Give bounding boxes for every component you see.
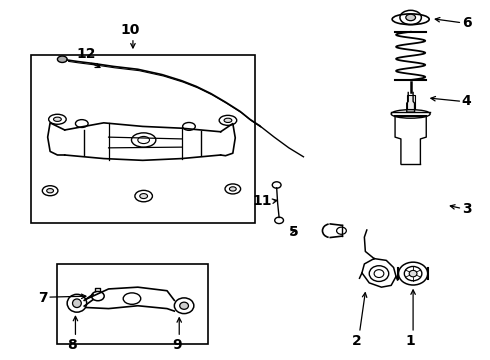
Text: 5: 5	[289, 225, 298, 239]
Text: 6: 6	[462, 16, 471, 30]
Ellipse shape	[47, 189, 53, 193]
Text: 4: 4	[462, 94, 471, 108]
Text: 3: 3	[462, 202, 471, 216]
Bar	[57, 264, 208, 344]
Ellipse shape	[73, 299, 81, 307]
Text: 1: 1	[406, 334, 416, 348]
Text: 10: 10	[121, 23, 140, 37]
Ellipse shape	[180, 302, 189, 309]
Bar	[30, 55, 255, 223]
Text: 8: 8	[67, 338, 77, 352]
Text: 12: 12	[77, 48, 97, 62]
Ellipse shape	[57, 56, 67, 63]
Text: 7: 7	[38, 291, 48, 305]
Bar	[407, 95, 415, 109]
Text: 9: 9	[172, 338, 182, 352]
Ellipse shape	[409, 270, 417, 277]
Text: 11: 11	[252, 194, 272, 208]
Ellipse shape	[406, 14, 416, 21]
Ellipse shape	[229, 187, 236, 191]
Ellipse shape	[53, 117, 61, 121]
Text: 2: 2	[352, 334, 362, 348]
Ellipse shape	[224, 118, 232, 122]
Ellipse shape	[140, 194, 147, 199]
